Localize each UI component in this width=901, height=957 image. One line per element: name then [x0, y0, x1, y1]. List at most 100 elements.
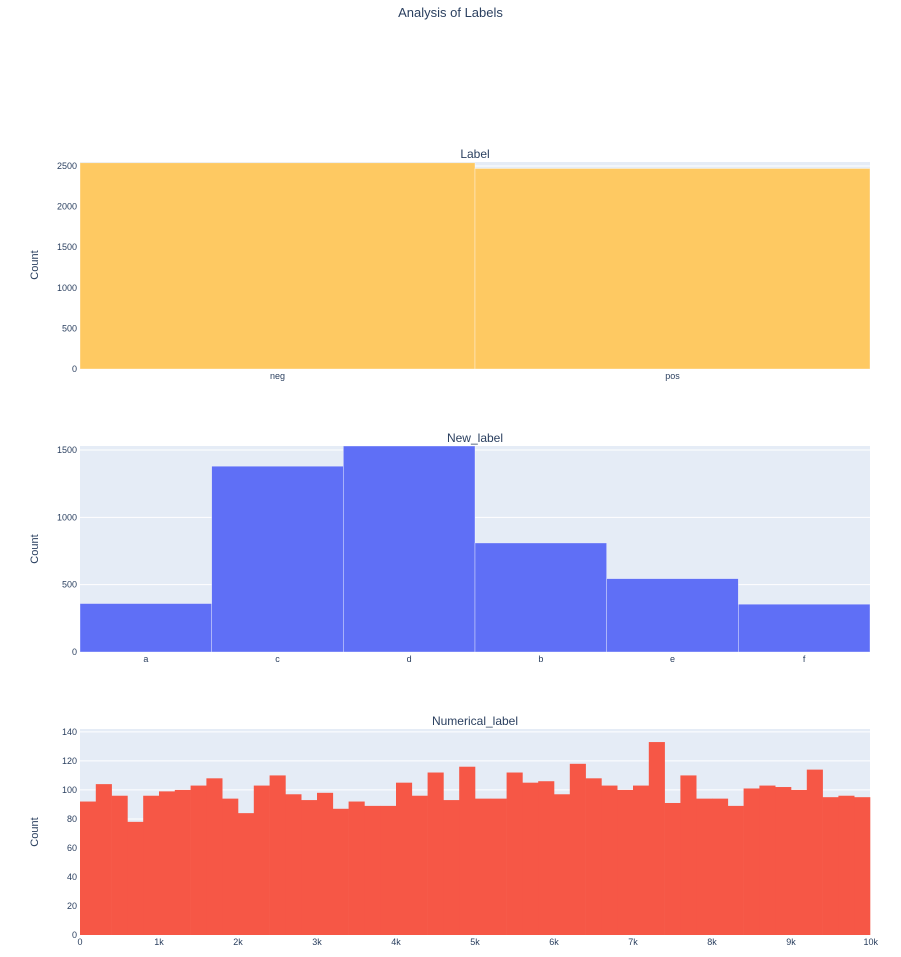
histogram-bar: [174, 789, 191, 935]
histogram-bar: [222, 798, 239, 935]
histogram-bar: [190, 785, 207, 935]
x-tick-label: 7k: [628, 937, 638, 947]
histogram-bar: [285, 794, 302, 935]
histogram-bar: [159, 791, 176, 935]
x-tick-label: 1k: [154, 937, 164, 947]
x-tick-label: 8k: [707, 937, 717, 947]
y-tick-label: 60: [67, 843, 77, 853]
histogram-bar: [427, 772, 444, 935]
x-tick-label: a: [143, 654, 148, 664]
x-tick-label: 9k: [786, 937, 796, 947]
histogram-bar: [459, 766, 476, 935]
histogram-bar: [269, 775, 286, 935]
y-tick-label: 500: [62, 580, 77, 590]
histogram-bar: [490, 798, 507, 935]
y-tick-label: 20: [67, 901, 77, 911]
x-tick-label: d: [407, 654, 412, 664]
histogram-bar: [475, 798, 492, 935]
histogram-bar: [522, 782, 539, 935]
histogram-bar: [80, 801, 97, 935]
y-tick-label: 1500: [57, 445, 77, 455]
x-tick-label: 6k: [549, 937, 559, 947]
histogram-bar: [569, 763, 586, 935]
x-tick-label: c: [275, 654, 280, 664]
histogram-bar: [759, 785, 776, 935]
histogram-bar: [601, 785, 618, 935]
histogram-bar: [696, 798, 713, 935]
histogram-bar: [506, 772, 523, 935]
figure-title: Analysis of Labels: [398, 5, 503, 20]
y-axis-label: Count: [29, 817, 41, 846]
y-tick-label: 0: [72, 364, 77, 374]
histogram-bar: [111, 795, 128, 935]
y-tick-label: 80: [67, 814, 77, 824]
x-tick-label: 3k: [312, 937, 322, 947]
histogram-bar: [743, 788, 760, 935]
y-tick-label: 1000: [57, 283, 77, 293]
histogram-bar: [253, 785, 270, 935]
bar-neg: [79, 162, 476, 370]
histogram-bar: [791, 789, 808, 935]
histogram-bar: [348, 801, 365, 935]
histogram-bar: [332, 808, 349, 935]
subplot-title: Label: [460, 147, 489, 161]
histogram-bar: [680, 775, 697, 935]
bar-pos: [474, 168, 871, 370]
x-tick-label: neg: [270, 371, 285, 381]
bar-a: [79, 603, 212, 653]
histogram-bar: [538, 781, 555, 935]
histogram-bar: [317, 792, 334, 935]
bar-d: [343, 445, 476, 653]
subplot-title: Numerical_label: [432, 714, 518, 728]
x-tick-label: 0: [77, 937, 82, 947]
y-tick-label: 1000: [57, 512, 77, 522]
histogram-bar: [822, 797, 839, 935]
histogram-bar: [554, 794, 571, 935]
histogram-bar: [301, 800, 318, 935]
histogram-bar: [712, 798, 729, 935]
histogram-bar: [95, 784, 112, 935]
histogram-bar: [727, 805, 744, 935]
bar-f: [738, 603, 871, 653]
histogram-bar: [838, 795, 855, 935]
histogram-bar: [411, 795, 428, 935]
histogram-bar: [143, 795, 160, 935]
y-tick-label: 100: [62, 785, 77, 795]
y-tick-label: 120: [62, 756, 77, 766]
histogram-bar: [206, 778, 223, 935]
x-tick-label: 2k: [233, 937, 243, 947]
histogram-bar: [396, 782, 413, 935]
y-tick-label: 40: [67, 872, 77, 882]
x-tick-label: 5k: [470, 937, 480, 947]
histogram-bar: [238, 813, 255, 935]
y-tick-label: 0: [72, 930, 77, 940]
y-axis-label: Count: [29, 534, 41, 563]
histogram-bar: [585, 778, 602, 935]
histogram-bar: [664, 802, 681, 935]
y-tick-label: 2000: [57, 202, 77, 212]
x-tick-label: 10k: [863, 937, 878, 947]
bar-e: [606, 578, 739, 653]
x-tick-label: pos: [665, 371, 680, 381]
histogram-bar: [380, 805, 397, 935]
histogram-bar: [806, 769, 823, 935]
histogram-bar: [854, 797, 871, 935]
x-tick-label: b: [538, 654, 543, 664]
bar-c: [211, 465, 344, 653]
y-tick-label: 1500: [57, 242, 77, 252]
histogram-bar: [648, 742, 665, 935]
histogram-bar: [617, 789, 634, 935]
histogram-bar: [443, 800, 460, 935]
x-tick-label: 4k: [391, 937, 401, 947]
y-tick-label: 500: [62, 323, 77, 333]
bar-b: [474, 542, 607, 653]
histogram-bar: [633, 785, 650, 935]
subplot-title: New_label: [447, 431, 503, 445]
y-tick-label: 0: [72, 647, 77, 657]
histogram-bar: [364, 805, 381, 935]
x-tick-label: e: [670, 654, 675, 664]
histogram-bar: [775, 787, 792, 935]
histogram-bar: [127, 821, 144, 935]
y-axis-label: Count: [29, 250, 41, 279]
